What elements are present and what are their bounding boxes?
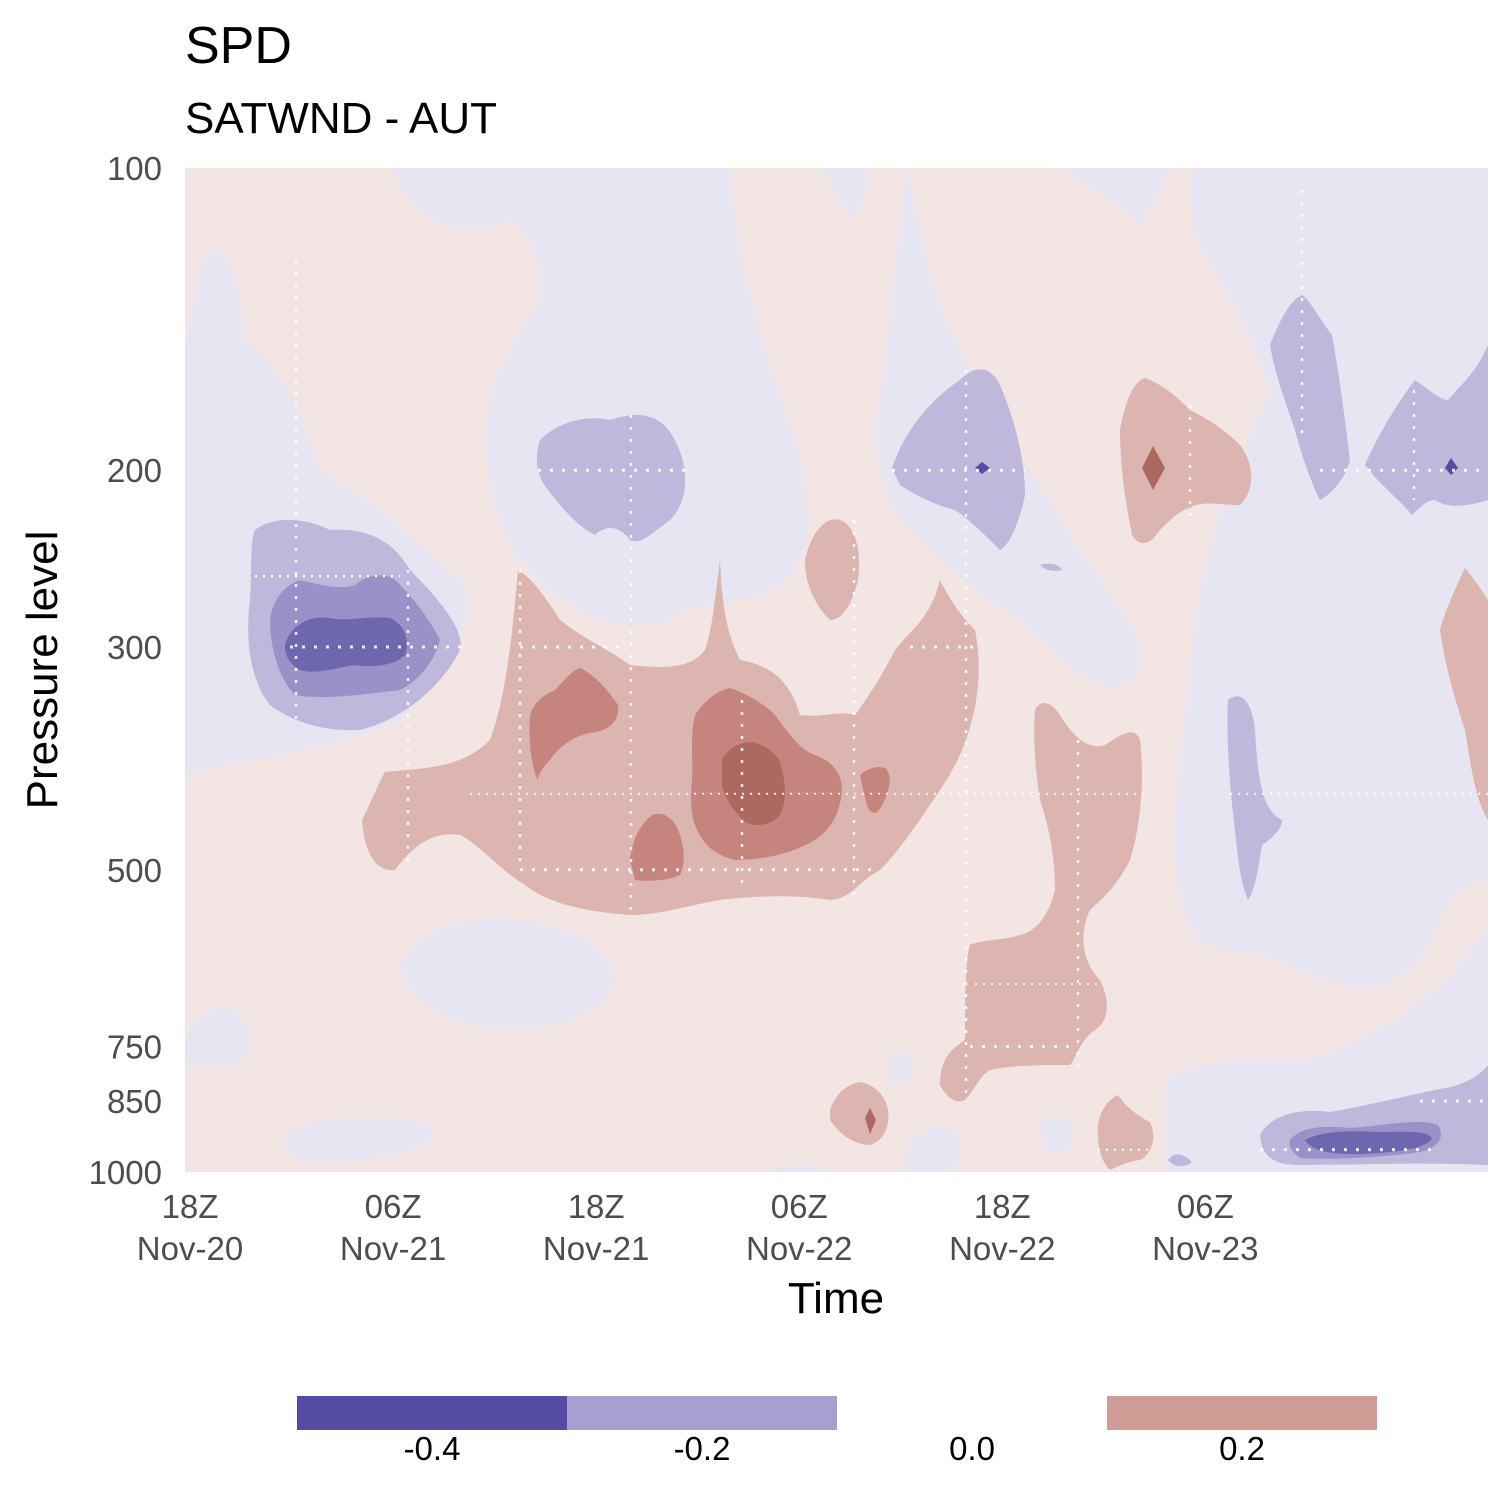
contour-region <box>805 519 860 620</box>
contour-region <box>630 813 684 881</box>
contour-region <box>1058 168 1488 990</box>
x-tick-label: 06Z <box>771 1188 828 1225</box>
y-axis: 100 200 300 500 750 850 1000 <box>89 150 162 1191</box>
legend-label: -0.4 <box>404 1430 461 1467</box>
y-tick-label: 300 <box>107 629 162 666</box>
x-tick-label: Nov-21 <box>340 1230 446 1267</box>
contour-region <box>1440 568 1488 820</box>
x-tick-label: 18Z <box>974 1188 1031 1225</box>
contour-region <box>830 1082 889 1145</box>
x-tick-label: Nov-21 <box>543 1230 649 1267</box>
contour-region <box>284 1117 434 1162</box>
contour-region <box>888 1051 915 1085</box>
x-tick-label: 18Z <box>162 1188 219 1225</box>
contour-region <box>1040 563 1062 571</box>
y-tick-label: 100 <box>107 150 162 187</box>
contour-layer <box>185 168 1488 1172</box>
x-tick-label: 06Z <box>365 1188 422 1225</box>
x-tick-label: Nov-22 <box>949 1230 1055 1267</box>
legend-label: 0.2 <box>1219 1430 1265 1467</box>
contour-region <box>1142 446 1165 490</box>
contour-region <box>284 617 407 672</box>
contour-region <box>529 668 619 785</box>
legend-swatch <box>297 1396 567 1430</box>
x-tick-label: Nov-22 <box>746 1230 852 1267</box>
contour-region <box>536 415 686 542</box>
contour-region <box>905 1126 961 1172</box>
contour-region <box>390 168 809 626</box>
contour-region <box>400 918 615 1030</box>
contour-region <box>1305 1131 1432 1155</box>
contour-region <box>940 703 1142 1102</box>
x-tick-label: Nov-20 <box>137 1230 243 1267</box>
plot-area <box>185 168 1488 1172</box>
x-tick-label: 18Z <box>568 1188 625 1225</box>
contour-region <box>860 767 890 813</box>
y-tick-label: 1000 <box>89 1154 162 1191</box>
contour-region <box>185 1008 253 1065</box>
y-tick-label: 850 <box>107 1083 162 1120</box>
y-tick-label: 200 <box>107 452 162 489</box>
contour-region <box>1270 295 1350 500</box>
contour-region <box>722 742 785 826</box>
x-tick-label: 06Z <box>1177 1188 1234 1225</box>
contour-region <box>1097 1095 1154 1170</box>
y-tick-label: 500 <box>107 852 162 889</box>
x-tick-label: Nov-23 <box>1152 1230 1258 1267</box>
legend-swatch <box>567 1396 837 1430</box>
contour-region <box>876 168 1142 687</box>
contour-region <box>1120 378 1252 544</box>
chart-title: SPD <box>185 17 292 75</box>
legend-swatch <box>1107 1396 1377 1430</box>
chart-subtitle: SATWND - AUT <box>185 94 497 143</box>
legend: -0.4 -0.2 0.0 0.2 <box>297 1396 1377 1467</box>
contour-region <box>1040 1115 1075 1154</box>
legend-label: -0.2 <box>674 1430 731 1467</box>
contour-region <box>892 369 1025 550</box>
contour-region <box>1227 696 1282 900</box>
x-axis-title: Time <box>788 1274 884 1323</box>
contour-region <box>1365 345 1488 515</box>
y-axis-title: Pressure level <box>18 531 67 810</box>
contour-region <box>1168 1154 1192 1167</box>
legend-label: 0.0 <box>949 1430 995 1467</box>
y-tick-label: 750 <box>107 1029 162 1066</box>
contour-region <box>865 1108 876 1134</box>
x-axis: 18Z Nov-20 06Z Nov-21 18Z Nov-21 06Z Nov-22 18Z N… <box>137 1188 1259 1267</box>
observation-grid <box>255 190 1488 1152</box>
contour-region <box>820 168 870 220</box>
contour-region <box>770 1164 830 1172</box>
